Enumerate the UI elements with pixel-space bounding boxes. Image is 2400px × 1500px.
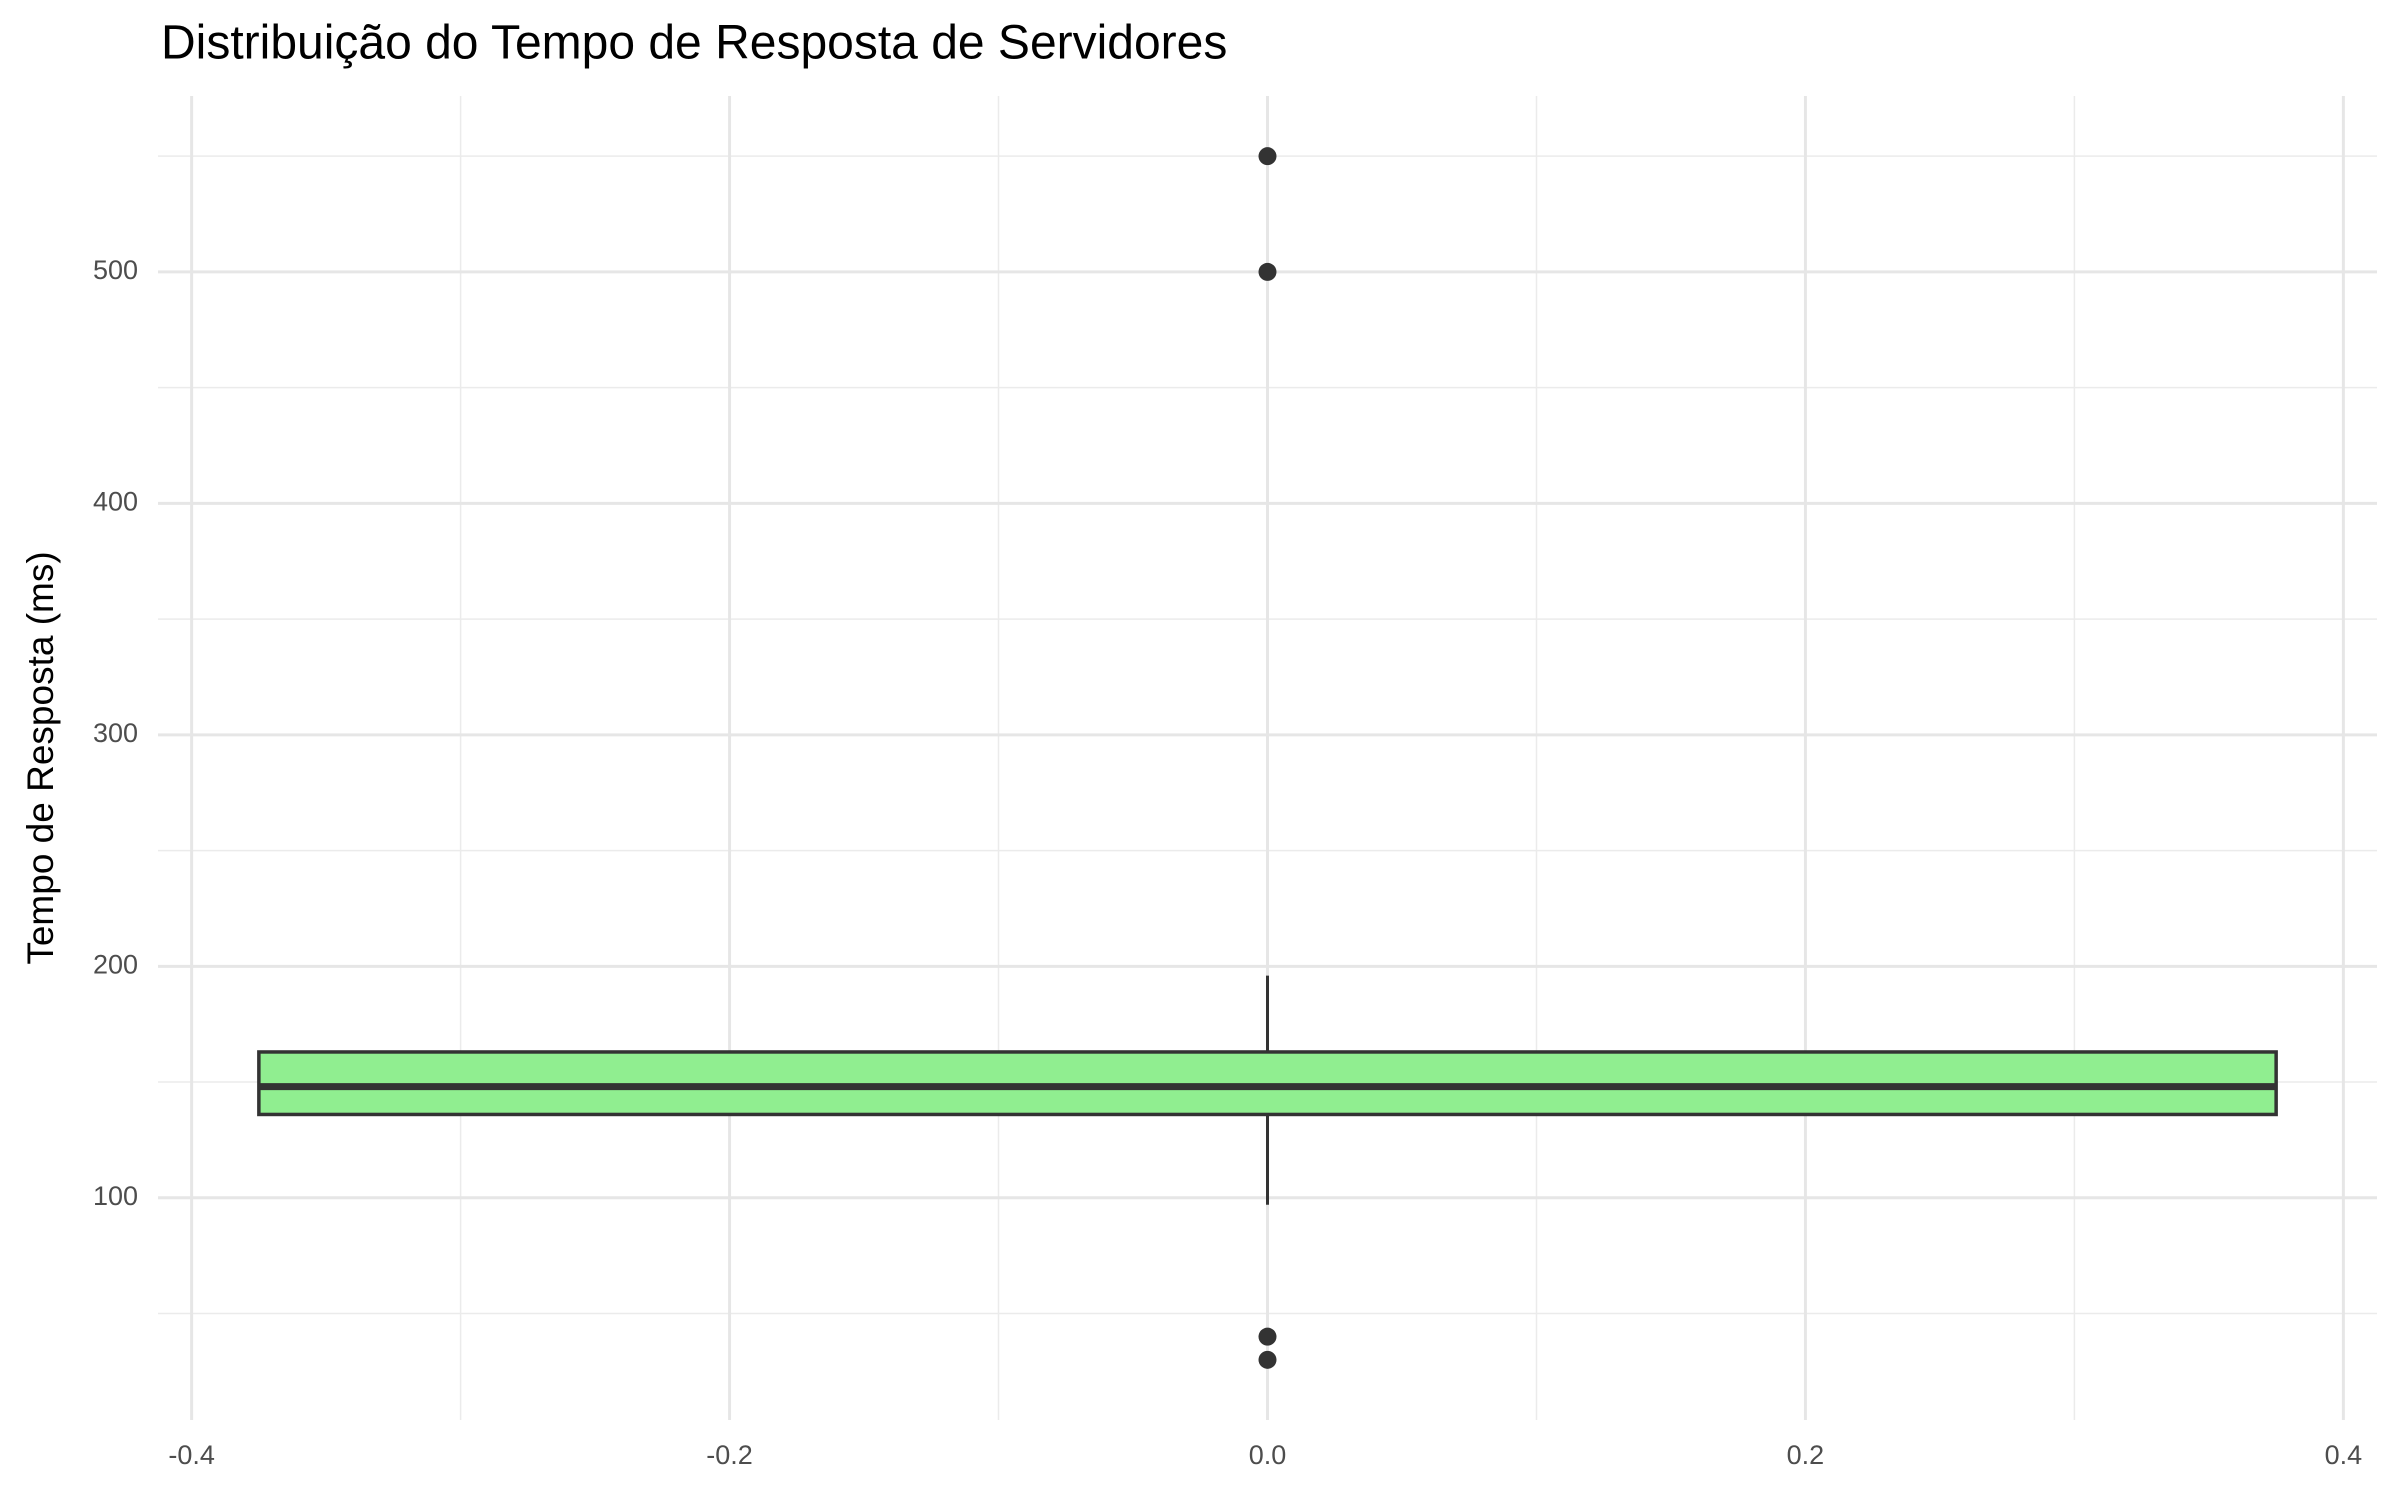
y-tick-label: 500 bbox=[93, 255, 138, 285]
y-tick-label: 100 bbox=[93, 1181, 138, 1211]
outlier bbox=[1258, 1350, 1277, 1369]
x-tick-label: 0.0 bbox=[1249, 1440, 1287, 1470]
outlier bbox=[1258, 262, 1277, 281]
y-tick-label: 300 bbox=[93, 718, 138, 748]
outlier bbox=[1258, 147, 1277, 166]
x-tick-label: 0.2 bbox=[1787, 1440, 1825, 1470]
x-tick-label: -0.4 bbox=[168, 1440, 215, 1470]
x-tick-label: -0.2 bbox=[706, 1440, 753, 1470]
y-tick-label: 200 bbox=[93, 949, 138, 979]
y-axis-label: Tempo de Resposta (ms) bbox=[20, 551, 61, 964]
chart-title: Distribuição do Tempo de Resposta de Ser… bbox=[161, 17, 1227, 70]
outlier bbox=[1258, 1327, 1277, 1346]
x-tick-label: 0.4 bbox=[2325, 1440, 2363, 1470]
y-tick-label: 400 bbox=[93, 487, 138, 517]
